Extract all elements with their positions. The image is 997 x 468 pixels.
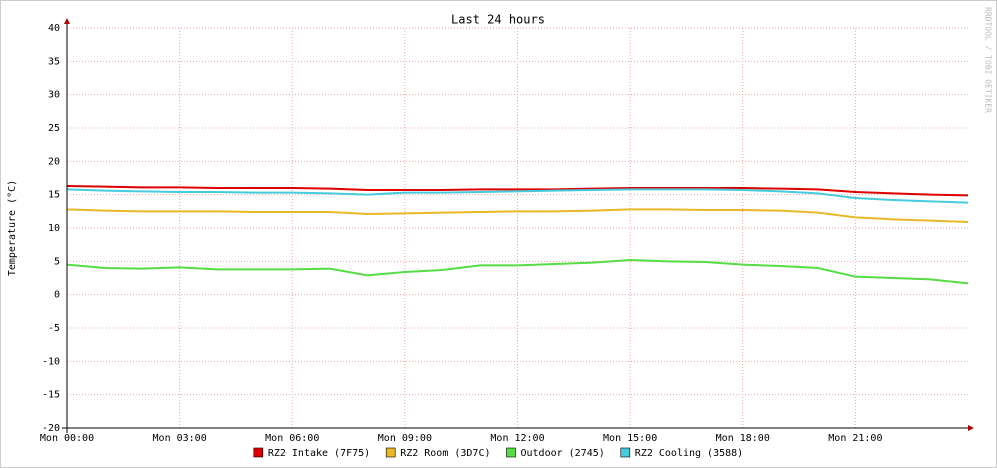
legend-swatch <box>506 447 516 458</box>
legend-swatch <box>620 447 631 458</box>
legend-item: RZ2 Intake (7F75) <box>253 447 370 459</box>
legend-item: RZ2 Room (3D7C) <box>385 447 491 459</box>
plot <box>66 185 969 285</box>
legend-swatch <box>385 447 396 458</box>
y-axis-label: Temperature (°C) <box>7 180 18 276</box>
x-tick-label: Mon 12:00 <box>490 433 544 444</box>
y-tick-label: -10 <box>42 356 60 367</box>
y-arrow <box>64 18 70 24</box>
x-tick-label: Mon 15:00 <box>603 433 657 444</box>
chart-title: Last 24 hours <box>451 13 545 27</box>
legend-item: RZ2 Cooling (3588) <box>620 447 743 459</box>
series-line <box>66 188 969 204</box>
series-line <box>66 185 969 197</box>
y-tick-label: 40 <box>48 23 60 34</box>
y-tick-label: -20 <box>42 423 60 434</box>
series-line <box>66 258 969 285</box>
legend-label: RZ2 Room (3D7C) <box>400 448 490 459</box>
y-tick-label: 5 <box>54 256 60 267</box>
y-tick-label: -5 <box>48 323 60 334</box>
legend-label: Outdoor (2745) <box>521 448 605 459</box>
legend-label: RZ2 Intake (7F75) <box>268 448 370 459</box>
x-tick-label: Mon 06:00 <box>265 433 319 444</box>
y-tick-label: 25 <box>48 123 60 134</box>
legend-swatch <box>253 447 264 458</box>
y-tick-label: 0 <box>54 290 60 301</box>
y-tick-label: 35 <box>48 56 60 67</box>
legend: RZ2 Intake (7F75) RZ2 Room (3D7C) Outdoor … <box>253 447 743 459</box>
x-arrow <box>968 425 974 431</box>
watermark: RRDTOOL / TOBI OETIKER <box>984 7 993 113</box>
series-line <box>66 208 969 223</box>
x-tick-label: Mon 21:00 <box>828 433 882 444</box>
x-tick-label: Mon 09:00 <box>378 433 432 444</box>
x-tick-label: Mon 03:00 <box>153 433 207 444</box>
y-tick-label: -15 <box>42 390 60 401</box>
legend-item: Outdoor (2745) <box>506 447 605 459</box>
y-tick-label: 15 <box>48 190 60 201</box>
y-tick-label: 10 <box>48 223 60 234</box>
legend-label: RZ2 Cooling (3588) <box>635 448 743 459</box>
x-tick-label: Mon 18:00 <box>716 433 770 444</box>
y-tick-label: 30 <box>48 90 60 101</box>
x-tick-label: Mon 00:00 <box>40 433 94 444</box>
y-tick-label: 20 <box>48 156 60 167</box>
